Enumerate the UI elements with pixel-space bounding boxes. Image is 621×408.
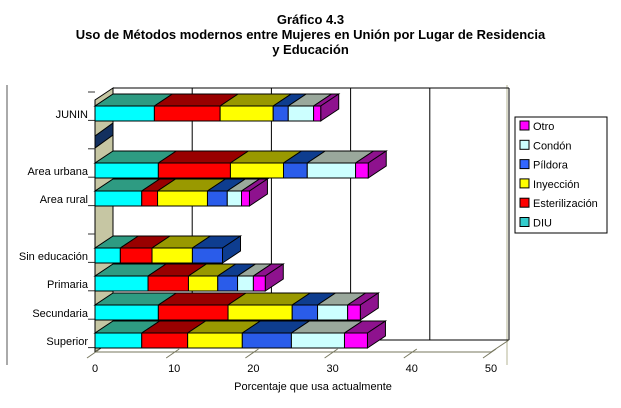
bar-segment-sin-educacion-diu[interactable] <box>94 247 121 264</box>
legend-label-esterilizacion[interactable]: Esterilización <box>533 198 598 210</box>
phantom-bar-stripe <box>94 122 114 149</box>
bar-segment-superior-diu[interactable] <box>94 332 143 349</box>
legend-swatch-pildora[interactable] <box>519 159 530 170</box>
x-tick-50 <box>482 348 497 359</box>
bar-segment-area-rural-otro[interactable] <box>241 190 250 207</box>
bar-segment-junin-inyeccion[interactable] <box>219 105 274 122</box>
x-tick-label-50: 50 <box>485 363 497 375</box>
bar-segment-area-rural-condon[interactable] <box>226 190 243 207</box>
category-label-superior: Superior <box>46 336 88 348</box>
bar-segment-sin-educacion-esterilizacion[interactable] <box>119 247 153 264</box>
legend-swatch-esterilizacion[interactable] <box>519 197 530 208</box>
chart-title-line1: Gráfico 4.3 <box>276 12 345 27</box>
bar-segment-area-rural-esterilizacion[interactable] <box>141 190 159 207</box>
legend-box <box>514 116 608 234</box>
bar-segment-secundaria-diu[interactable] <box>94 304 159 321</box>
x-tick-30 <box>324 348 338 359</box>
bar-segment-superior-pildora[interactable] <box>241 332 292 349</box>
bar-segment-area-urbana-diu[interactable] <box>94 162 159 179</box>
legend-swatch-inyeccion[interactable] <box>519 178 530 189</box>
legend-swatch-diu[interactable] <box>519 217 530 227</box>
category-label-area-urbana: Area urbana <box>27 166 88 178</box>
bar-segment-junin-otro[interactable] <box>313 105 322 122</box>
x-tick-20 <box>245 348 259 359</box>
x-tick-10 <box>165 348 180 359</box>
chart-title-line3: y Educación <box>272 42 349 57</box>
bar-segment-primaria-esterilizacion[interactable] <box>147 275 189 292</box>
bar-segment-junin-pildora[interactable] <box>272 105 289 122</box>
bar-segment-superior-condon[interactable] <box>290 332 345 349</box>
x-tick-40 <box>403 348 418 359</box>
bar-segment-junin-condon[interactable] <box>287 105 315 122</box>
bar-segment-junin-diu[interactable] <box>94 105 155 122</box>
bar-segment-area-rural-inyeccion[interactable] <box>157 190 208 207</box>
legend-label-otro[interactable]: Otro <box>533 121 554 133</box>
legend-label-diu[interactable]: DIU <box>533 218 552 230</box>
chart-title: Gráfico 4.3 Uso de Métodos modernos entr… <box>0 12 621 57</box>
chart-title-line2: Uso de Métodos modernos entre Mujeres en… <box>75 27 546 42</box>
bar-segment-superior-inyeccion[interactable] <box>187 332 243 349</box>
legend-label-condon[interactable]: Condón <box>533 140 572 152</box>
x-tick-label-40: 40 <box>406 363 418 375</box>
x-tick-0 <box>86 348 101 359</box>
bar-segment-primaria-diu[interactable] <box>94 275 149 292</box>
bar-segment-secundaria-condon[interactable] <box>317 304 349 321</box>
category-label-area-rural: Area rural <box>40 194 88 206</box>
bar-segment-area-urbana-inyeccion[interactable] <box>229 162 284 179</box>
bar-segment-superior-esterilizacion[interactable] <box>141 332 189 349</box>
x-tick-label-10: 10 <box>168 363 180 375</box>
bar-segment-sin-educacion-pildora[interactable] <box>191 247 224 264</box>
x-tick-label-0: 0 <box>92 363 98 375</box>
legend-label-pildora[interactable]: Píldora <box>533 160 569 172</box>
bar-segment-area-urbana-otro[interactable] <box>355 162 369 179</box>
bar-segment-area-rural-diu[interactable] <box>94 190 143 207</box>
bar-segment-sin-educacion-inyeccion[interactable] <box>151 247 193 264</box>
x-tick-label-20: 20 <box>247 363 259 375</box>
category-label-junin: JUNIN <box>56 109 88 121</box>
x-axis-title: Porcentaje que usa actualmente <box>234 381 392 393</box>
bar-segment-primaria-condon[interactable] <box>237 275 254 292</box>
category-label-primaria: Primaria <box>47 279 89 291</box>
bar-segment-secundaria-pildora[interactable] <box>291 304 319 321</box>
bar-segment-primaria-otro[interactable] <box>252 275 266 292</box>
bar-segment-primaria-pildora[interactable] <box>217 275 239 292</box>
category-label-secundaria: Secundaria <box>32 308 89 320</box>
bar-segment-area-rural-pildora[interactable] <box>206 190 228 207</box>
x-tick-label-30: 30 <box>326 363 338 375</box>
bar-segment-area-urbana-pildora[interactable] <box>282 162 308 179</box>
bar-segment-secundaria-esterilizacion[interactable] <box>157 304 229 321</box>
bar-segment-primaria-inyeccion[interactable] <box>187 275 219 292</box>
legend-label-inyeccion[interactable]: Inyección <box>533 179 579 191</box>
bar-segment-secundaria-otro[interactable] <box>347 304 361 321</box>
bar-segment-junin-esterilizacion[interactable] <box>153 105 221 122</box>
bar-segment-area-urbana-esterilizacion[interactable] <box>157 162 231 179</box>
category-label-sin-educacion: Sin educación <box>19 251 88 263</box>
legend-swatch-otro[interactable] <box>519 120 530 131</box>
bar-segment-secundaria-inyeccion[interactable] <box>227 304 293 321</box>
legend-swatch-condon[interactable] <box>519 139 530 150</box>
bar-segment-superior-otro[interactable] <box>343 332 368 349</box>
bar-segment-area-urbana-condon[interactable] <box>306 162 357 179</box>
